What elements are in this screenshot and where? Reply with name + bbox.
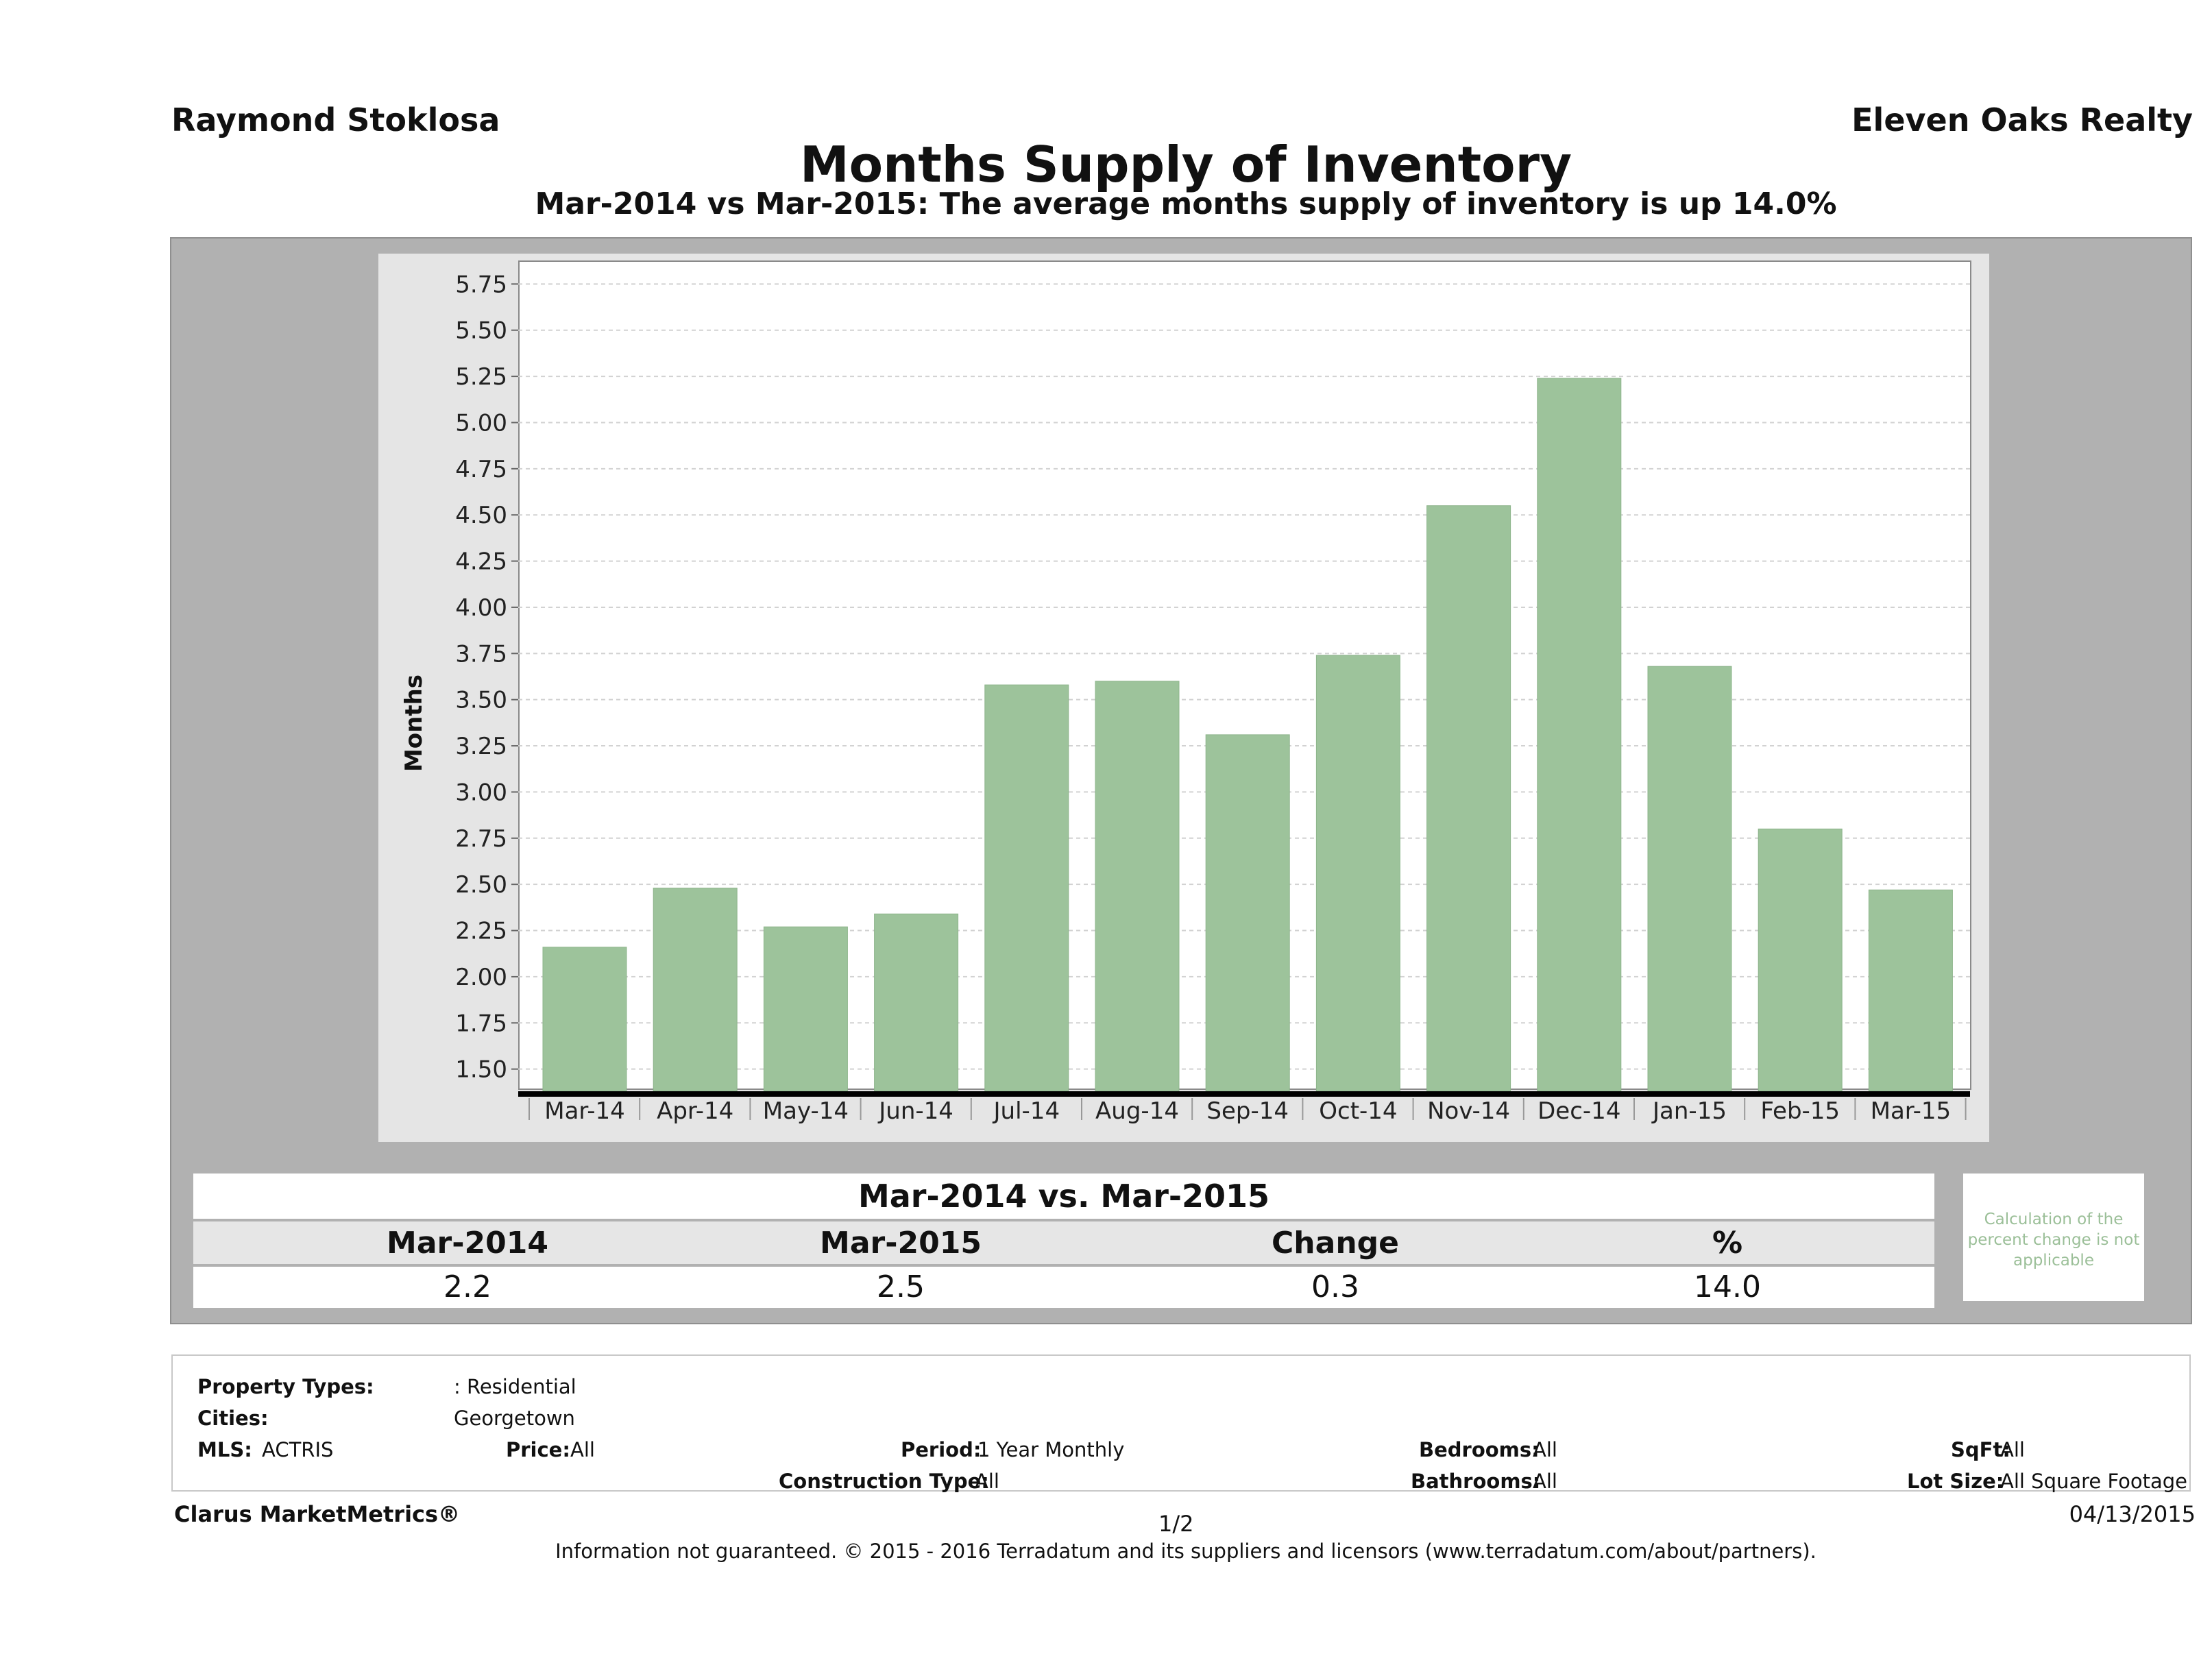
price-label: Price: [506, 1438, 570, 1461]
y-tick-label: 5.50 [455, 317, 507, 345]
x-tick-label: Jan-15 [1651, 1097, 1727, 1125]
y-tick-label: 3.00 [455, 779, 507, 806]
office-name: Eleven Oaks Realty [1851, 101, 2193, 138]
chart-subtitle: Mar-2014 vs Mar-2015: The average months… [535, 186, 1837, 221]
y-tick-label: 3.50 [455, 687, 507, 714]
x-tick-label: Jul-14 [993, 1097, 1060, 1125]
bar [874, 913, 959, 1092]
y-tick-label: 1.75 [455, 1010, 507, 1037]
bar [1315, 655, 1400, 1092]
construction-type-value: All [975, 1470, 999, 1493]
y-tick-label: 3.75 [455, 640, 507, 668]
y-tick-label: 5.00 [455, 409, 507, 437]
x-tick-label: Mar-14 [544, 1097, 625, 1125]
y-tick-label: 3.25 [455, 733, 507, 760]
value-percent: 14.0 [1694, 1269, 1761, 1304]
bar [1426, 505, 1511, 1092]
y-axis-label: Months [400, 674, 428, 772]
bar [1758, 828, 1843, 1092]
bar [763, 926, 848, 1092]
filter-panel: Property Types: : Residential Cities: Ge… [171, 1354, 2191, 1493]
x-tick-label: Dec-14 [1538, 1097, 1620, 1125]
header-mar-2015: Mar-2015 [820, 1226, 982, 1261]
x-tick-label: Mar-15 [1871, 1097, 1952, 1125]
value-mar-2015: 2.5 [877, 1269, 925, 1304]
percent-note-text: Calculation of the percent change is not… [1967, 1211, 2140, 1269]
y-tick-label: 5.75 [455, 271, 507, 298]
bar [1537, 378, 1622, 1092]
bedrooms-value: All [1533, 1438, 1557, 1461]
y-tick-label: 1.50 [455, 1056, 507, 1084]
bathrooms-value: All [1533, 1470, 1557, 1493]
bar [653, 888, 738, 1092]
header-percent: % [1712, 1226, 1743, 1261]
agent-name: Raymond Stoklosa [171, 101, 500, 138]
period-label: Period: [901, 1438, 982, 1461]
bedrooms-label: Bedrooms: [1419, 1438, 1540, 1461]
y-tick-label: 4.00 [455, 594, 507, 622]
x-tick-label: Jun-14 [877, 1097, 953, 1125]
header-mar-2014: Mar-2014 [387, 1226, 548, 1261]
y-tick-label: 2.50 [455, 871, 507, 899]
comparison-title: Mar-2014 vs. Mar-2015 [193, 1174, 1934, 1219]
brand-name: Clarus MarketMetrics® [174, 1501, 461, 1527]
y-tick-label: 2.00 [455, 964, 507, 991]
comparison-value-row: 2.2 2.5 0.3 14.0 [193, 1267, 1934, 1308]
bar-chart: 1.50 1.75 2.00 2.25 2.50 2.75 3.00 3.25 3.50 3.75… [400, 271, 1970, 1125]
comparison-header-row: Mar-2014 Mar-2015 Change % [193, 1221, 1934, 1264]
y-tick-label: 4.25 [455, 548, 507, 576]
value-mar-2014: 2.2 [443, 1269, 491, 1304]
header-change: Change [1272, 1226, 1399, 1261]
x-tick-label: Nov-14 [1427, 1097, 1510, 1125]
cities-label: Cities: [197, 1407, 269, 1430]
x-tick-label: Feb-15 [1760, 1097, 1840, 1125]
property-types-label: Property Types: [197, 1375, 374, 1398]
mls-label: MLS: [197, 1438, 252, 1461]
disclaimer: Information not guaranteed. © 2015 - 201… [555, 1540, 1816, 1563]
lot-size-label: Lot Size: [1907, 1470, 2004, 1493]
property-types-value: : Residential [454, 1375, 576, 1398]
price-value: All [570, 1438, 595, 1461]
y-tick-label: 2.25 [455, 918, 507, 945]
page-number: 1/2 [1158, 1511, 1194, 1537]
x-tick-label: Sep-14 [1206, 1097, 1289, 1125]
y-tick-label: 4.75 [455, 456, 507, 483]
percent-note: Calculation of the percent change is not… [1963, 1174, 2144, 1301]
y-tick-label: 5.25 [455, 363, 507, 391]
cities-value: Georgetown [454, 1407, 575, 1430]
construction-type-label: Construction Type: [779, 1470, 989, 1493]
value-change: 0.3 [1311, 1269, 1359, 1304]
mls-value: ACTRIS [262, 1438, 334, 1461]
x-tick-label: May-14 [763, 1097, 849, 1125]
report-date: 04/13/2015 [2069, 1501, 2196, 1527]
lot-size-value: All Square Footage [2000, 1470, 2188, 1493]
x-tick-label: Oct-14 [1319, 1097, 1397, 1125]
chart-title: Months Supply of Inventory [799, 136, 1572, 193]
bar [984, 684, 1069, 1092]
y-tick-label: 2.75 [455, 825, 507, 853]
bathrooms-label: Bathrooms: [1411, 1470, 1541, 1493]
bar [1868, 889, 1953, 1092]
bar [542, 947, 627, 1092]
bar [1205, 734, 1290, 1092]
sqft-label: SqFt: [1951, 1438, 2010, 1461]
sqft-value: All [2000, 1438, 2025, 1461]
y-tick-label: 4.50 [455, 502, 507, 529]
x-tick-label: Aug-14 [1095, 1097, 1179, 1125]
x-tick-label: Apr-14 [657, 1097, 733, 1125]
bar [1647, 666, 1732, 1092]
period-value: 1 Year Monthly [977, 1438, 1125, 1461]
bar [1095, 681, 1180, 1092]
